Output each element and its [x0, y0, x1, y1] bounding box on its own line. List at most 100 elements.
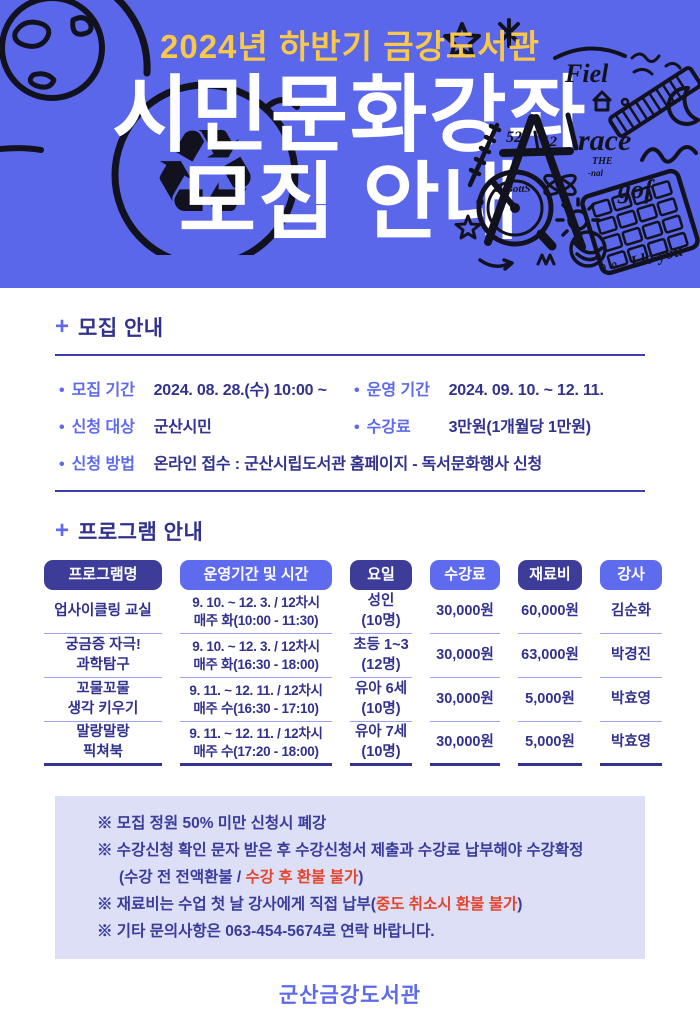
refund-warning: 수강 후 환불 불가 [245, 869, 359, 886]
cell-material-fee: 5,000원 [518, 678, 582, 722]
cell-material-fee: 63,000원 [518, 634, 582, 678]
globe-recycle-doodle-icon: ♻ [0, 0, 300, 255]
cell-fee: 30,000원 [430, 590, 500, 634]
program-section-title: 프로그램 안내 [78, 521, 204, 544]
cell-schedule: 9. 11. ~ 12. 11. / 12차시 매주 수(17:20 - 18:0… [180, 722, 332, 766]
column-header-day: 요일 [350, 560, 412, 590]
svg-text:Llo you: Llo you [627, 241, 684, 273]
svg-text:∩: ∩ [542, 183, 550, 195]
cell-program-name: 말랑말랑 픽쳐북 [44, 722, 162, 766]
svg-text:Fiel: Fiel [564, 59, 609, 88]
star-icon [443, 22, 481, 58]
svg-text:-nal: -nal [588, 168, 604, 178]
divider [55, 354, 645, 356]
info-label: 모집 기간 [71, 382, 135, 399]
asterisk-icon [498, 18, 520, 48]
program-table-header: 프로그램명 운영기간 및 시간 요일 수강료 재료비 강사 [44, 560, 666, 590]
cell-day: 초등 1~3 (12명) [350, 634, 412, 678]
poster-subtitle: 2024년 하반기 금강도서관 [160, 28, 540, 65]
plus-icon: + [55, 517, 70, 544]
recruit-info: • 모집 기간 2024. 08. 28.(수) 10:00 ~ • 운영 기간… [55, 376, 645, 474]
info-item-apply-method: • 신청 방법 온라인 접수 : 군산시립도서관 홈페이지 - 독서문화행사 신… [55, 450, 645, 474]
stopwatch-icon [476, 160, 557, 251]
star-small-icon [454, 214, 482, 240]
column-header-program: 프로그램명 [44, 560, 162, 590]
note-line: ※ 모집 정원 50% 미만 신청시 폐강 [97, 815, 327, 832]
cell-schedule: 9. 11. ~ 12. 11. / 12차시 매주 수(16:30 - 17:1… [180, 678, 332, 722]
cell-schedule: 9. 10. ~ 12. 3. / 12차시 매주 화(10:00 - 11:30… [180, 590, 332, 634]
info-label: 신청 방법 [71, 456, 135, 473]
note-line: ※ 기타 문의사항은 063-454-5674로 연락 바랍니다. [97, 923, 435, 940]
bullet-icon: • [354, 419, 360, 436]
plus-icon: + [55, 313, 70, 340]
program-section-heading: + 프로그램 안내 [55, 516, 645, 546]
note-line: ※ 재료비는 수업 첫 날 강사에게 직접 납부(중도 취소시 환불 불가) [97, 896, 523, 913]
cursive-scribble [640, 145, 698, 164]
svg-text:9 to: 9 to [599, 258, 619, 275]
bullet-icon: • [59, 419, 65, 436]
ruler-icon [608, 66, 700, 138]
cell-material-fee: 5,000원 [518, 722, 582, 766]
info-label: 운영 기간 [366, 382, 430, 399]
bullet-icon: • [59, 456, 65, 473]
calculator-icon [580, 168, 700, 276]
divider [55, 490, 645, 492]
cell-instructor: 김순화 [600, 590, 662, 634]
cell-day: 유아 6세 (10명) [350, 678, 412, 722]
cell-instructor: 박효영 [600, 678, 662, 722]
program-table: 프로그램명 운영기간 및 시간 요일 수강료 재료비 강사 업사이클링 교실 9… [44, 560, 666, 766]
cell-program-name: 꼬물꼬물 생각 키우기 [44, 678, 162, 722]
cell-day: 유아 7세 (10명) [350, 722, 412, 766]
table-row: 업사이클링 교실 9. 10. ~ 12. 3. / 12차시 매주 화(10:0… [44, 590, 666, 634]
svg-text:THE: THE [592, 156, 613, 167]
ladder-doodle [467, 122, 502, 188]
house-icon [592, 90, 612, 112]
recycle-symbol-icon: ♻ [149, 103, 261, 248]
table-row: 궁금증 자극! 과학탐구 9. 10. ~ 12. 3. / 12차시 매주 화(1… [44, 634, 666, 678]
recycle-circle [111, 81, 299, 255]
info-value: 2024. 09. 10. ~ 12. 11. [448, 382, 604, 399]
poster-body: + 모집 안내 • 모집 기간 2024. 08. 28.(수) 10:00 ~… [0, 312, 700, 1009]
arrow-doodle [478, 258, 514, 271]
scribble-doodles-icon: Fiel race THE -nal gof 52 12 A BottS ∩ L… [443, 18, 700, 276]
table-row: 말랑말랑 픽쳐북 9. 11. ~ 12. 11. / 12차시 매주 수(17:2… [44, 722, 666, 766]
info-row: • 신청 대상 군산시민 • 수강료 3만원(1개월당 1만원) [55, 413, 645, 437]
notes-box: ※ 모집 정원 50% 미만 신청시 폐강 ※ 수강신청 확인 문자 받은 후 … [55, 796, 645, 959]
atom-icon [543, 173, 577, 197]
bullet-icon: • [59, 382, 65, 399]
info-label: 신청 대상 [71, 419, 135, 436]
info-row: • 모집 기간 2024. 08. 28.(수) 10:00 ~ • 운영 기간… [55, 376, 645, 400]
column-header-instructor: 강사 [600, 560, 662, 590]
scribble-word [630, 52, 682, 76]
info-value: 군산시민 [153, 419, 212, 436]
note-line: ※ 수강신청 확인 문자 받은 후 수강신청서 제출과 수강료 납부해야 수강확… [97, 842, 584, 859]
svg-text:52: 52 [506, 129, 522, 146]
globe-circle [0, 0, 105, 101]
info-item-fee: • 수강료 3만원(1개월당 1만원) [350, 413, 645, 437]
recruit-section-title: 모집 안내 [78, 317, 164, 340]
cell-schedule: 9. 10. ~ 12. 3. / 12차시 매주 화(16:30 - 18:00… [180, 634, 332, 678]
info-item-recruit-period: • 모집 기간 2024. 08. 28.(수) 10:00 ~ [55, 376, 350, 400]
sphere-scribble-icon [569, 230, 607, 268]
library-name: 군산금강도서관 [278, 984, 422, 1007]
svg-text:gof: gof [617, 175, 655, 204]
info-item-operation-period: • 운영 기간 2024. 09. 10. ~ 12. 11. [350, 376, 645, 400]
moon-icon [666, 85, 700, 126]
cancel-warning: 중도 취소시 환불 불가 [375, 896, 518, 913]
note-line: (수강 전 전액환불 / 수강 후 환불 불가) [119, 869, 364, 886]
info-value: 3만원(1개월당 1만원) [448, 419, 591, 436]
cell-fee: 30,000원 [430, 678, 500, 722]
column-header-material: 재료비 [518, 560, 582, 590]
table-row: 꼬물꼬물 생각 키우기 9. 11. ~ 12. 11. / 12차시 매주 수(1… [44, 678, 666, 722]
cell-fee: 30,000원 [430, 634, 500, 678]
column-header-schedule: 운영기간 및 시간 [180, 560, 332, 590]
tall-letter-stroke [565, 112, 579, 151]
cell-instructor: 박효영 [600, 722, 662, 766]
cell-day: 성인 (10명) [350, 590, 412, 634]
svg-text:A BottS: A BottS [495, 183, 531, 195]
cell-instructor: 박경진 [600, 634, 662, 678]
cell-fee: 30,000원 [430, 722, 500, 766]
info-item-target: • 신청 대상 군산시민 [55, 413, 350, 437]
svg-text:race: race [578, 124, 631, 157]
